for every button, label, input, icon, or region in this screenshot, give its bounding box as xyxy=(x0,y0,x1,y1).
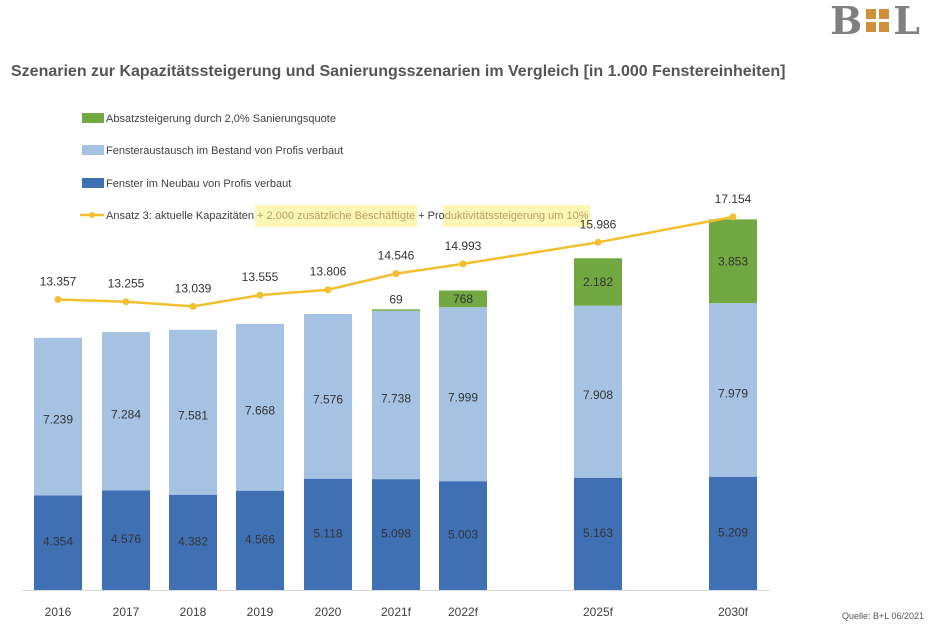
data-label-bestand-2019: 7.668 xyxy=(245,404,275,418)
line-point-2018 xyxy=(189,302,197,310)
legend-text-part: Fensteraustausch im Bestand von Profis v… xyxy=(106,145,343,157)
line-label-2017: 13.255 xyxy=(108,277,145,291)
bar-sanierung-2030f xyxy=(709,219,757,304)
text-highlight-mark xyxy=(442,205,591,227)
line-label-2025f: 15.986 xyxy=(580,217,617,231)
data-label-neubau-2018: 4.382 xyxy=(178,534,208,548)
line-label-2018: 13.039 xyxy=(175,281,212,295)
bar-bestand-2022f xyxy=(439,307,487,482)
data-label-bestand-2030f: 7.979 xyxy=(718,386,748,400)
x-tick-label-2025f: 2025f xyxy=(583,605,614,619)
line-point-2020 xyxy=(324,286,332,294)
bar-neubau-2019 xyxy=(236,490,284,590)
bar-neubau-2021f xyxy=(372,479,420,590)
data-label-bestand-2018: 7.581 xyxy=(178,409,208,423)
line-label-2030f: 17.154 xyxy=(715,192,752,206)
data-label-sanierung-2022f: 768 xyxy=(453,292,473,306)
bar-neubau-2017 xyxy=(102,490,150,590)
line-label-2021f: 14.546 xyxy=(378,249,415,263)
logo-letter-b: B xyxy=(830,0,863,43)
company-logo: B L xyxy=(830,0,920,43)
line-label-2020: 13.806 xyxy=(310,265,347,279)
x-tick-label-2018: 2018 xyxy=(180,605,207,619)
legend-text-part: + Pro xyxy=(415,210,445,222)
x-tick-label-2017: 2017 xyxy=(113,605,140,619)
bar-bestand-2018 xyxy=(169,329,217,495)
x-tick-label-2020: 2020 xyxy=(315,605,342,619)
data-label-sanierung-2021f: 69 xyxy=(389,292,403,306)
source-note: Quelle: B+L 06/2021 xyxy=(842,611,924,621)
data-label-neubau-2020: 5.118 xyxy=(313,526,342,540)
bar-neubau-2025f xyxy=(574,477,622,590)
legend-label-bestand: Fensteraustausch im Bestand von Profis v… xyxy=(106,145,343,157)
data-label-neubau-2016: 4.354 xyxy=(43,535,73,549)
bar-bestand-2025f xyxy=(574,305,622,478)
line-label-2022f: 14.993 xyxy=(445,239,482,253)
legend-swatch-bestand xyxy=(82,145,104,155)
data-label-sanierung-2025f: 2.182 xyxy=(583,275,613,289)
chart-title: Szenarien zur Kapazitätssteigerung und S… xyxy=(11,63,786,80)
line-point-2030f xyxy=(729,213,737,221)
bar-neubau-2022f xyxy=(439,481,487,590)
line-point-2022f xyxy=(459,260,467,268)
x-tick-label-2022f: 2022f xyxy=(448,605,479,619)
legend-swatch-neubau xyxy=(82,178,104,188)
bar-neubau-2020 xyxy=(304,478,352,590)
bar-bestand-2021f xyxy=(372,310,420,480)
data-label-neubau-2019: 4.566 xyxy=(245,532,275,546)
line-point-2025f xyxy=(594,238,602,246)
logo-squares-icon xyxy=(866,8,890,32)
data-label-bestand-2021f: 7.738 xyxy=(381,391,411,405)
text-highlight-mark xyxy=(255,205,418,227)
data-label-neubau-2025f: 5.163 xyxy=(583,526,613,540)
line-point-2016 xyxy=(54,295,62,303)
line-point-2021f xyxy=(392,270,400,278)
legend-text-part: duktivitätssteigerung um 10% xyxy=(445,210,589,222)
data-label-bestand-2016: 7.239 xyxy=(43,413,73,427)
data-label-bestand-2017: 7.284 xyxy=(111,407,141,421)
logo-letter-l: L xyxy=(893,0,920,43)
x-tick-label-2030f: 2030f xyxy=(718,605,749,619)
bar-sanierung-2021f xyxy=(372,309,420,311)
data-label-neubau-2021f: 5.098 xyxy=(381,527,411,541)
bar-bestand-2020 xyxy=(304,313,352,479)
x-tick-label-2021f: 2021f xyxy=(381,605,412,619)
line-point-2019 xyxy=(256,291,264,299)
legend-text-part: Fenster im Neubau von Profis verbaut xyxy=(106,178,291,190)
bar-sanierung-2025f xyxy=(574,258,622,306)
bar-neubau-2018 xyxy=(169,494,217,590)
bar-bestand-2030f xyxy=(709,303,757,477)
legend-marker-line xyxy=(89,212,95,218)
data-label-neubau-2030f: 5.209 xyxy=(718,525,748,539)
bar-bestand-2019 xyxy=(236,323,284,491)
bar-neubau-2030f xyxy=(709,476,757,590)
bar-bestand-2017 xyxy=(102,332,150,491)
data-label-bestand-2020: 7.576 xyxy=(313,393,343,407)
legend-swatch-sanierung xyxy=(82,113,104,123)
legend-text-part: + 2.000 zusätzliche Beschäftigte xyxy=(257,210,415,222)
line-label-2019: 13.555 xyxy=(242,270,279,284)
bar-sanierung-2022f xyxy=(439,290,487,308)
legend-text-part: Absatzsteigerung durch 2,0% Sanierungsqu… xyxy=(106,113,336,125)
data-label-sanierung-2030f: 3.853 xyxy=(718,254,748,268)
legend-text-part: Ansatz 3: aktuelle Kapazitäten xyxy=(106,210,257,222)
line-point-2017 xyxy=(122,298,130,306)
bar-neubau-2016 xyxy=(34,495,82,590)
data-label-bestand-2025f: 7.908 xyxy=(583,388,613,402)
line-label-2016: 13.357 xyxy=(40,274,77,288)
x-tick-label-2016: 2016 xyxy=(45,605,72,619)
x-tick-label-2019: 2019 xyxy=(247,605,274,619)
bar-bestand-2016 xyxy=(34,337,82,496)
legend-label-line: Ansatz 3: aktuelle Kapazitäten + 2.000 z… xyxy=(106,210,589,222)
legend-label-sanierung: Absatzsteigerung durch 2,0% Sanierungsqu… xyxy=(106,113,336,125)
data-label-neubau-2022f: 5.003 xyxy=(448,528,478,542)
legend-label-neubau: Fenster im Neubau von Profis verbaut xyxy=(106,178,291,190)
data-label-bestand-2022f: 7.999 xyxy=(448,391,478,405)
data-label-neubau-2017: 4.576 xyxy=(111,532,141,546)
